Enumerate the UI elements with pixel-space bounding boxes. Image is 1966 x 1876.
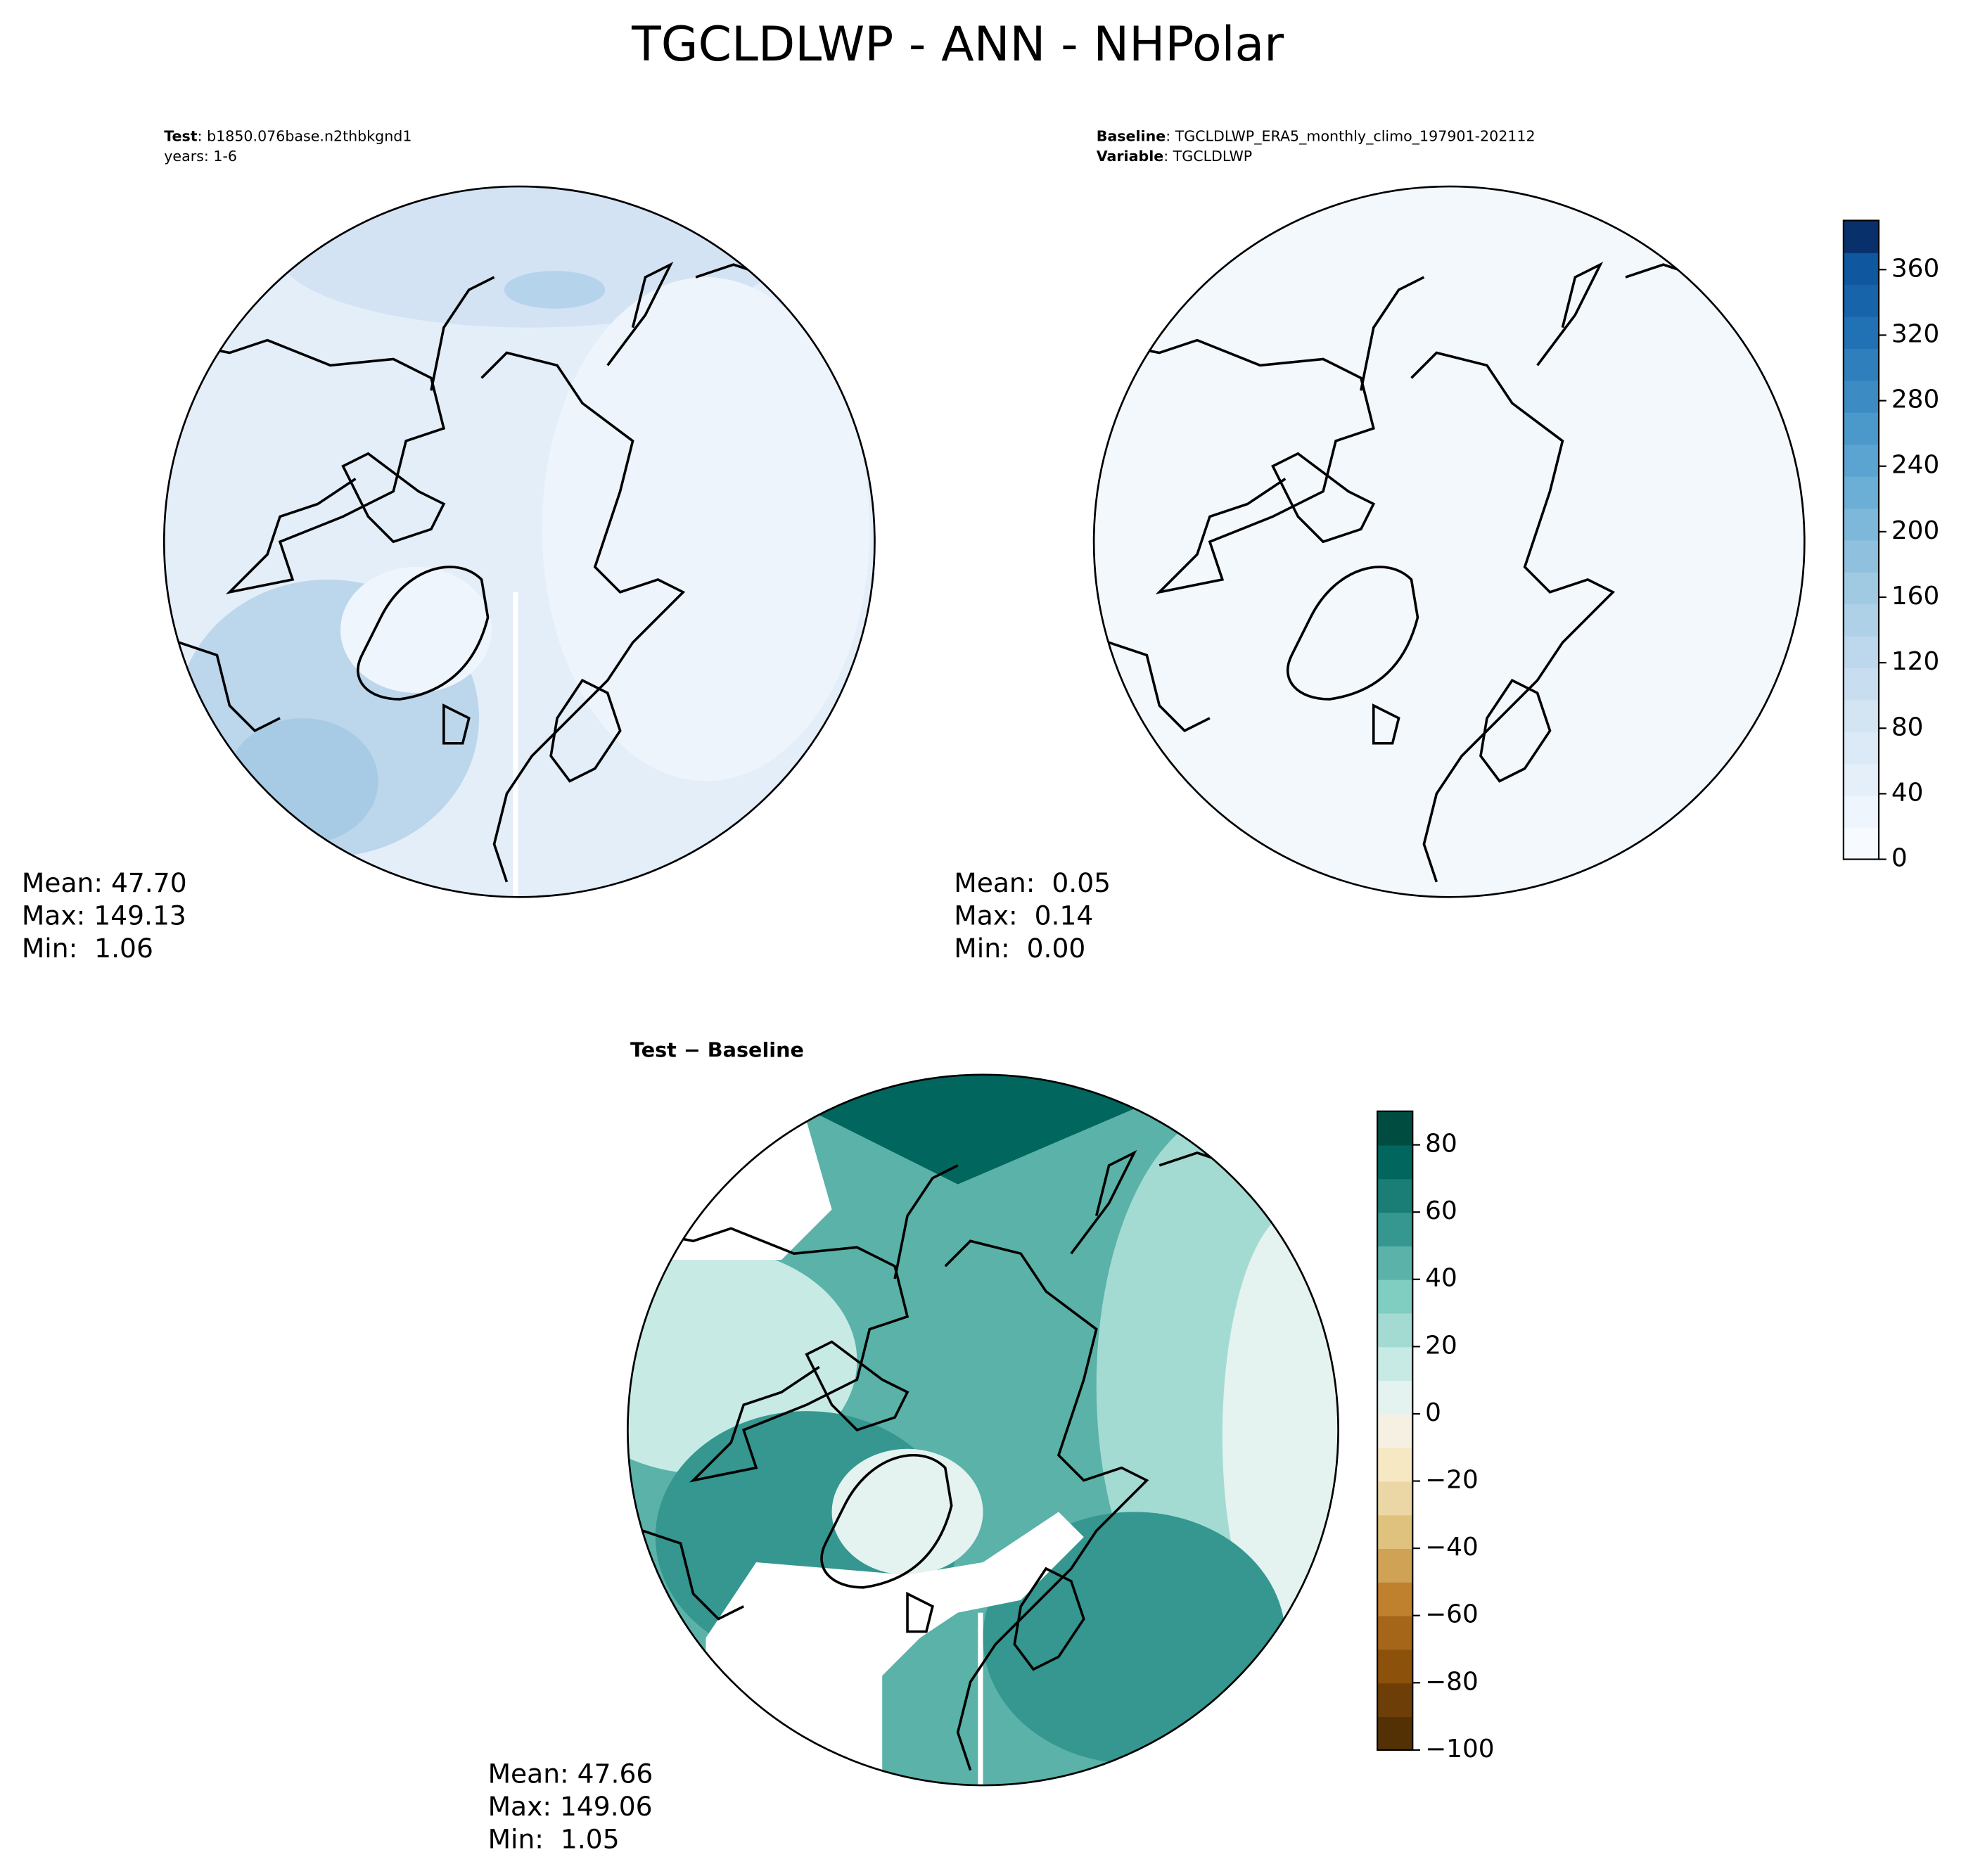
map-border bbox=[162, 185, 876, 898]
map-border bbox=[1092, 185, 1806, 898]
colorbar-band bbox=[1843, 220, 1879, 253]
colorbar-band bbox=[1377, 1716, 1413, 1751]
colorbar-band bbox=[1843, 476, 1879, 509]
colorbar-band bbox=[1843, 763, 1879, 796]
header-text: years: 1-6 bbox=[164, 148, 237, 165]
panel-header: Test: b1850.076base.n2thbkgnd1 bbox=[164, 128, 411, 145]
colorbar-band bbox=[1377, 1481, 1413, 1516]
colorbar-band bbox=[1377, 1144, 1413, 1180]
colorbar-tick-label: 60 bbox=[1425, 1197, 1457, 1225]
colorbar-band bbox=[1377, 1111, 1413, 1146]
colorbar-tick-label: 120 bbox=[1891, 647, 1939, 676]
colorbar-band bbox=[1377, 1178, 1413, 1213]
colorbar-band bbox=[1377, 1212, 1413, 1246]
colorbar-band bbox=[1843, 668, 1879, 701]
colorbar-frame bbox=[1377, 1110, 1414, 1751]
stat-text: Mean: 47.66 bbox=[488, 1758, 653, 1789]
panel-title: Test − Baseline bbox=[630, 1038, 804, 1062]
colorbar-band bbox=[1377, 1413, 1413, 1448]
colorbar-band bbox=[1843, 540, 1879, 573]
map-border bbox=[627, 1073, 1339, 1787]
stat-text: Min: 0.00 bbox=[954, 933, 1085, 964]
colorbar-frame bbox=[1842, 219, 1880, 860]
header-label: Test bbox=[164, 128, 198, 145]
colorbar-band bbox=[1377, 1548, 1413, 1583]
stat-text: Mean: 0.05 bbox=[954, 867, 1111, 898]
colorbar-tick-label: 80 bbox=[1891, 713, 1924, 741]
stat-text: Mean: 47.70 bbox=[22, 867, 187, 898]
colorbar-tick-label: 320 bbox=[1891, 319, 1939, 348]
colorbar-tick-label: 80 bbox=[1425, 1130, 1457, 1159]
colorbar-band bbox=[1377, 1279, 1413, 1314]
colorbar-band bbox=[1843, 508, 1879, 541]
header-text: : b1850.076base.n2thbkgnd1 bbox=[198, 128, 412, 145]
colorbar-tick-label: 0 bbox=[1891, 844, 1908, 873]
colorbar-band bbox=[1843, 635, 1879, 669]
colorbar-band bbox=[1377, 1514, 1413, 1550]
header-text: : TGCLDLWP_ERA5_monthly_climo_197901-202… bbox=[1166, 128, 1535, 146]
colorbar-tick-label: 240 bbox=[1891, 451, 1939, 480]
colorbar-band bbox=[1377, 1447, 1413, 1482]
header-label: Variable bbox=[1097, 148, 1164, 165]
figure-title: TGCLDLWP - ANN - NHPolar bbox=[631, 17, 1284, 72]
colorbar-tick-label: 280 bbox=[1891, 385, 1939, 414]
stat-text: Max: 149.06 bbox=[488, 1791, 653, 1822]
stat-text: Min: 1.06 bbox=[22, 933, 153, 964]
colorbar-band bbox=[1843, 604, 1879, 637]
colorbar-tick-label: 160 bbox=[1891, 582, 1939, 611]
colorbar-tick-label: 200 bbox=[1891, 516, 1939, 545]
colorbar-band bbox=[1843, 316, 1879, 349]
colorbar-tick-label: 40 bbox=[1425, 1264, 1457, 1293]
header-text: : TGCLDLWP bbox=[1163, 148, 1252, 165]
colorbar-tick-label: −20 bbox=[1425, 1466, 1479, 1495]
colorbar-band bbox=[1843, 571, 1879, 605]
colorbar-tick-label: 360 bbox=[1891, 254, 1939, 283]
colorbar-band bbox=[1377, 1313, 1413, 1348]
map-field bbox=[627, 1074, 1339, 1786]
stat-text: Max: 149.13 bbox=[22, 900, 186, 931]
colorbar-band bbox=[1377, 1346, 1413, 1382]
colorbar-tick-label: −40 bbox=[1425, 1533, 1479, 1562]
colorbar-band bbox=[1377, 1615, 1413, 1650]
colorbar-band bbox=[1843, 348, 1879, 381]
colorbar-band bbox=[1843, 795, 1879, 829]
colorbar-band bbox=[1843, 411, 1879, 445]
header-label: Baseline bbox=[1097, 128, 1166, 145]
colorbar-band bbox=[1377, 1581, 1413, 1616]
panel-header: years: 1-6 bbox=[164, 148, 237, 165]
stat-text: Min: 1.05 bbox=[488, 1824, 620, 1855]
colorbar-band bbox=[1843, 380, 1879, 413]
colorbar-band bbox=[1843, 827, 1879, 860]
colorbar-band bbox=[1843, 731, 1879, 765]
colorbar-band bbox=[1843, 252, 1879, 286]
panel-header: Variable: TGCLDLWP bbox=[1097, 148, 1253, 165]
colorbar-band bbox=[1843, 699, 1879, 732]
stat-text: Max: 0.14 bbox=[954, 900, 1093, 931]
colorbar-tick-label: −80 bbox=[1425, 1667, 1479, 1696]
colorbar-tick-label: 0 bbox=[1425, 1398, 1441, 1427]
map-field bbox=[1094, 186, 1805, 898]
colorbar-tick-label: −60 bbox=[1425, 1600, 1479, 1629]
colorbar-band bbox=[1377, 1245, 1413, 1280]
panel-header: Baseline: TGCLDLWP_ERA5_monthly_climo_19… bbox=[1097, 128, 1536, 146]
colorbar-tick-label: 40 bbox=[1891, 778, 1924, 807]
colorbar-band bbox=[1377, 1380, 1413, 1415]
colorbar-band bbox=[1377, 1683, 1413, 1717]
colorbar-band bbox=[1843, 444, 1879, 477]
colorbar-band bbox=[1843, 284, 1879, 317]
colorbar-tick-label: −100 bbox=[1425, 1735, 1494, 1763]
colorbar-band bbox=[1377, 1649, 1413, 1684]
colorbar-tick-label: 20 bbox=[1425, 1331, 1457, 1360]
